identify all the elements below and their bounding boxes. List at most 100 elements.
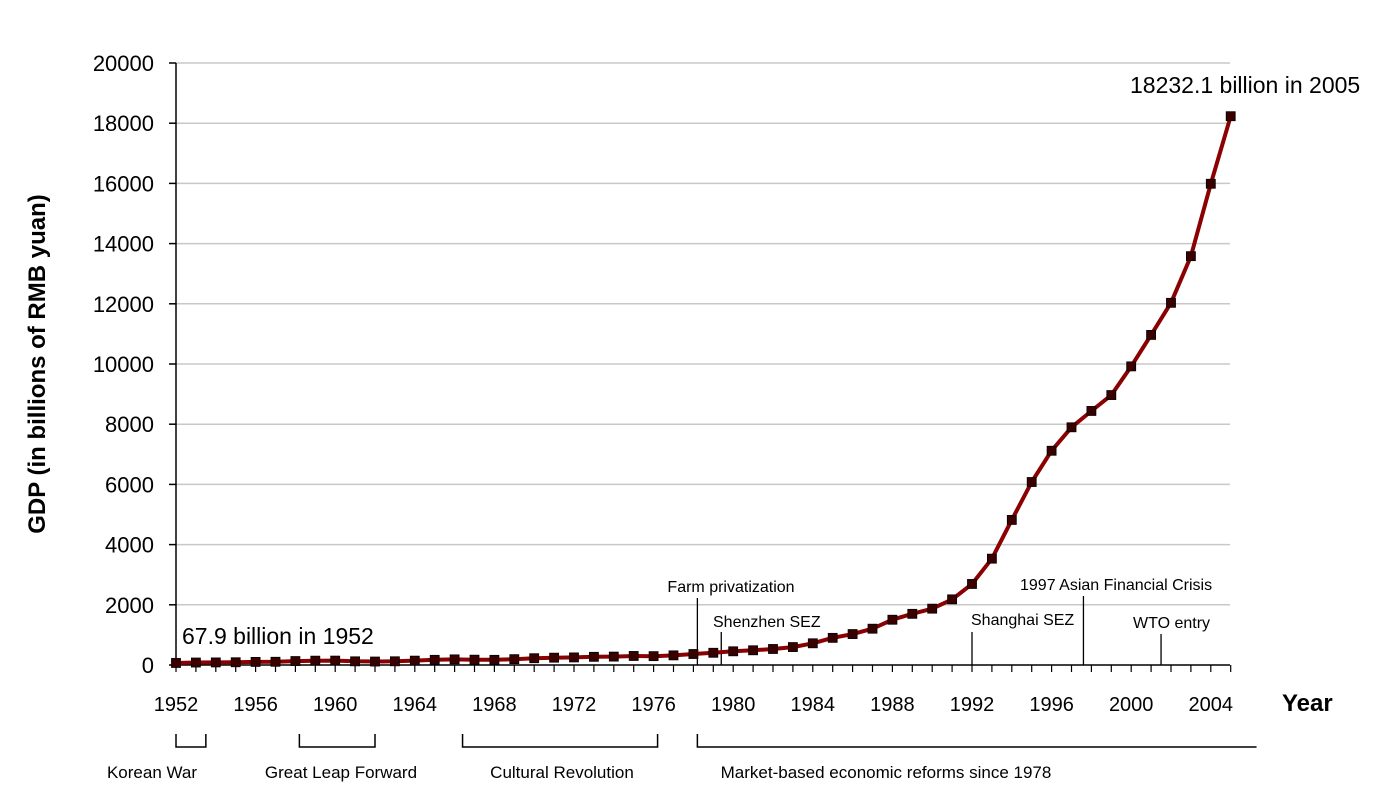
data-point-1956 xyxy=(250,656,261,667)
period-bracket xyxy=(175,734,207,748)
period-label: Great Leap Forward xyxy=(265,763,417,782)
data-point-1995 xyxy=(1026,477,1037,487)
x-tick-labels: 1952 1956 1960 1964 1968 1972 1976 1980 1984 1988… xyxy=(154,694,1233,716)
data-point-2002 xyxy=(1166,297,1176,308)
data-point-1990 xyxy=(927,603,938,614)
end-value-annotation: 18232.1 billion in 2005 xyxy=(1130,72,1360,98)
data-point-1974 xyxy=(608,651,619,662)
data-point-1997 xyxy=(1066,422,1077,433)
data-point-1953 xyxy=(190,657,201,668)
x-tick-label: 1964 xyxy=(393,694,438,716)
data-point-1958 xyxy=(290,656,301,666)
data-point-1955 xyxy=(230,657,241,668)
x-tick-label: 1996 xyxy=(1029,694,1074,716)
x-tick-label: 1956 xyxy=(233,694,278,716)
data-point-1969 xyxy=(509,654,520,665)
y-tick-label: 8000 xyxy=(105,412,154,437)
data-point-1970 xyxy=(529,653,540,664)
data-point-1963 xyxy=(389,656,400,667)
y-tick-label: 18000 xyxy=(93,111,154,136)
historical-periods: Korean War Great Leap Forward Cultural Rev… xyxy=(107,734,1257,782)
data-point-1983 xyxy=(788,642,798,652)
x-tick-label: 1984 xyxy=(791,694,836,716)
y-tick-label: 10000 xyxy=(93,352,154,377)
y-tick-label: 6000 xyxy=(105,472,154,497)
data-point-1961 xyxy=(350,656,361,667)
gridlines xyxy=(176,62,1230,606)
y-tick-label: 14000 xyxy=(93,232,154,257)
data-point-1954 xyxy=(210,657,221,668)
x-tick-label: 2000 xyxy=(1109,694,1154,716)
data-point-1952 xyxy=(171,658,181,668)
data-point-1975 xyxy=(628,651,639,661)
x-tick-label: 1968 xyxy=(472,694,517,716)
data-point-2003 xyxy=(1186,251,1196,262)
data-point-1998 xyxy=(1086,406,1097,416)
y-tick-label: 20000 xyxy=(93,51,154,76)
data-point-1978 xyxy=(688,649,699,659)
x-tick-label: 1988 xyxy=(870,694,915,716)
data-point-1989 xyxy=(907,608,918,619)
data-point-1999 xyxy=(1106,390,1117,400)
y-tick-label: 12000 xyxy=(93,292,154,317)
data-point-1960 xyxy=(330,655,341,666)
y-tick-label: 16000 xyxy=(93,171,154,196)
data-point-1994 xyxy=(1006,515,1017,525)
data-point-1979 xyxy=(708,647,719,658)
y-tick-label: 0 xyxy=(142,653,154,678)
series-markers xyxy=(171,111,1236,668)
data-point-1971 xyxy=(549,652,559,663)
data-point-1976 xyxy=(648,651,659,662)
x-tick-label: 1980 xyxy=(711,694,756,716)
data-point-1996 xyxy=(1046,445,1057,456)
axes xyxy=(169,62,1232,672)
data-point-1977 xyxy=(668,650,679,661)
start-value-annotation: 67.9 billion in 1952 xyxy=(182,623,374,649)
data-point-1968 xyxy=(489,654,500,665)
data-point-1986 xyxy=(847,629,858,639)
data-point-1957 xyxy=(270,656,281,667)
data-point-1982 xyxy=(768,644,778,654)
period-bracket xyxy=(298,734,376,748)
event-annotation-labels: Farm privatization Shenzhen SEZ Shanghai S… xyxy=(667,577,1212,632)
x-tick-label: 1960 xyxy=(313,694,358,716)
data-point-1985 xyxy=(827,632,838,643)
data-point-1972 xyxy=(569,652,579,663)
data-point-1991 xyxy=(947,594,957,605)
period-bracket xyxy=(461,734,659,748)
x-axis-title: Year xyxy=(1282,690,1333,717)
period-label: Korean War xyxy=(107,763,197,782)
data-point-1966 xyxy=(449,654,460,665)
data-point-1988 xyxy=(887,614,898,625)
period-bracket xyxy=(696,734,1257,748)
x-tick-label: 1992 xyxy=(950,694,995,716)
data-point-1993 xyxy=(987,553,997,564)
data-point-1965 xyxy=(429,654,440,665)
data-point-2004 xyxy=(1205,178,1216,189)
data-point-2000 xyxy=(1126,361,1137,372)
data-point-1962 xyxy=(370,656,380,667)
data-point-1987 xyxy=(867,623,878,634)
x-tick-label: 2004 xyxy=(1189,694,1234,716)
x-tick-label: 1952 xyxy=(154,694,199,716)
x-tick-label: 1972 xyxy=(552,694,597,716)
x-tick-label: 1976 xyxy=(631,694,676,716)
data-point-1981 xyxy=(748,645,758,656)
period-label: Cultural Revolution xyxy=(490,763,634,782)
annotation-label: Farm privatization xyxy=(667,579,794,596)
data-point-1959 xyxy=(310,655,321,666)
y-axis-title: GDP (in billions of RMB yuan) xyxy=(24,194,51,534)
data-point-1984 xyxy=(807,638,818,649)
annotation-label: Shanghai SEZ xyxy=(971,612,1074,629)
annotation-label: WTO entry xyxy=(1133,615,1210,632)
y-tick-labels: 0 2000 4000 6000 8000 10000 12000 14000 16000 180… xyxy=(93,51,154,678)
annotation-label: Shenzhen SEZ xyxy=(713,614,821,631)
y-tick-label: 4000 xyxy=(105,533,154,558)
data-point-2005 xyxy=(1225,111,1236,122)
period-label: Market-based economic reforms since 1978 xyxy=(721,763,1052,782)
data-point-1980 xyxy=(728,646,739,657)
y-tick-label: 2000 xyxy=(105,593,154,618)
data-point-1964 xyxy=(409,655,420,666)
annotation-label: 1997 Asian Financial Crisis xyxy=(1020,577,1212,594)
